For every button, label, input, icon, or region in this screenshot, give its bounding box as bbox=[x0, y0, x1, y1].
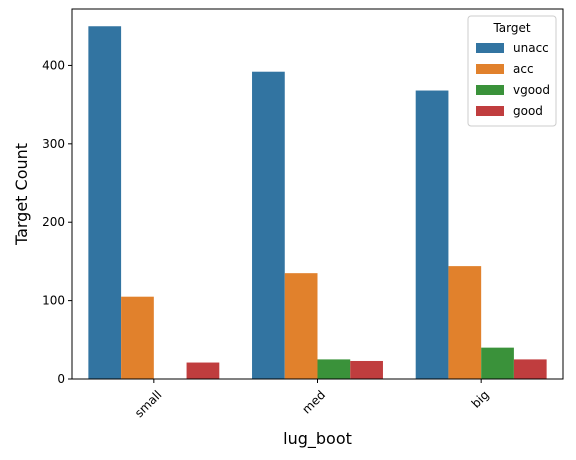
y-tick-label: 100 bbox=[42, 294, 65, 308]
bar-unacc-small bbox=[88, 26, 122, 379]
y-tick-label: 300 bbox=[42, 137, 65, 151]
bar-acc-small bbox=[121, 296, 154, 379]
y-tick-label: 400 bbox=[42, 58, 65, 72]
bar-acc-med bbox=[284, 273, 318, 379]
legend-swatch-acc bbox=[476, 64, 504, 74]
bar-good-small bbox=[186, 362, 220, 379]
legend-label-unacc: unacc bbox=[513, 41, 549, 55]
x-tick-label: small bbox=[132, 388, 165, 421]
legend-label-acc: acc bbox=[513, 62, 534, 76]
plot-frame bbox=[71, 8, 564, 380]
bar-unacc-big bbox=[415, 90, 449, 379]
x-tick-label: med bbox=[299, 388, 328, 417]
bar-good-big bbox=[513, 359, 547, 379]
legend: Target unacc acc vgood good bbox=[467, 15, 557, 127]
legend-swatch-vgood bbox=[476, 85, 504, 95]
y-axis: 0 100 200 300 400 bbox=[42, 58, 72, 386]
legend-label-vgood: vgood bbox=[513, 83, 550, 97]
bars-layer bbox=[88, 26, 547, 380]
bar-vgood-big bbox=[481, 347, 514, 379]
legend-swatch-unacc bbox=[476, 43, 504, 53]
legend-label-good: good bbox=[513, 104, 543, 118]
y-tick-label: 200 bbox=[42, 215, 65, 229]
legend-items: unacc acc vgood good bbox=[476, 41, 550, 118]
bar-unacc-med bbox=[252, 71, 285, 380]
y-tick-label: 0 bbox=[57, 372, 65, 386]
bar-good-med bbox=[350, 360, 383, 379]
x-tick-label: big bbox=[469, 388, 492, 411]
legend-swatch-good bbox=[476, 106, 504, 116]
bar-acc-big bbox=[448, 266, 482, 379]
x-axis: small med big bbox=[132, 379, 492, 420]
bar-vgood-med bbox=[317, 359, 351, 379]
x-axis-title: lug_boot bbox=[283, 429, 352, 449]
legend-title: Target bbox=[492, 21, 530, 35]
y-axis-title: Target Count bbox=[12, 143, 31, 246]
